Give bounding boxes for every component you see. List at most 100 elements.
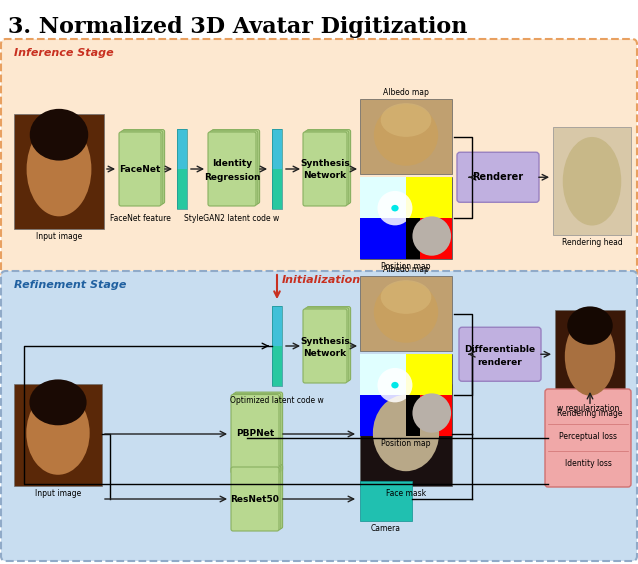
FancyBboxPatch shape (1, 271, 637, 561)
Text: FaceNet: FaceNet (119, 165, 161, 174)
Text: Regression: Regression (204, 173, 260, 182)
Text: Identity: Identity (212, 160, 252, 169)
Bar (272, 306, 282, 386)
Bar (360, 177, 406, 218)
FancyBboxPatch shape (121, 131, 163, 205)
Bar (14, 384, 102, 486)
Bar (272, 129, 282, 169)
FancyBboxPatch shape (235, 465, 283, 528)
FancyBboxPatch shape (208, 132, 256, 206)
Text: Identity loss: Identity loss (565, 459, 611, 468)
FancyBboxPatch shape (233, 466, 281, 530)
FancyBboxPatch shape (545, 389, 631, 487)
Bar (406, 395, 420, 436)
FancyBboxPatch shape (231, 467, 279, 531)
Text: Input image: Input image (35, 489, 81, 498)
Bar (360, 384, 452, 486)
FancyBboxPatch shape (122, 130, 165, 204)
FancyBboxPatch shape (119, 132, 161, 206)
FancyBboxPatch shape (210, 131, 258, 205)
Ellipse shape (391, 205, 399, 212)
FancyBboxPatch shape (233, 393, 281, 472)
Text: Synthesis: Synthesis (300, 337, 350, 346)
Bar (360, 99, 452, 174)
Bar (360, 177, 452, 259)
Text: Position map: Position map (382, 262, 431, 271)
Text: Camera: Camera (371, 524, 401, 533)
FancyBboxPatch shape (305, 131, 349, 205)
Text: 3. Normalized 3D Avatar Digitization: 3. Normalized 3D Avatar Digitization (8, 16, 468, 38)
Bar (272, 129, 282, 209)
Text: Rendering image: Rendering image (557, 409, 623, 418)
Ellipse shape (565, 317, 615, 396)
FancyBboxPatch shape (212, 130, 260, 204)
Bar (14, 114, 104, 229)
Ellipse shape (374, 281, 438, 343)
Text: Albedo map: Albedo map (383, 265, 429, 274)
Ellipse shape (381, 280, 431, 314)
Text: Perceptual loss: Perceptual loss (559, 431, 617, 440)
Ellipse shape (412, 393, 451, 433)
Text: Input image: Input image (36, 232, 82, 241)
Text: ResNet50: ResNet50 (230, 495, 279, 504)
Ellipse shape (378, 368, 412, 402)
Bar (360, 354, 452, 436)
Text: Rendering head: Rendering head (561, 238, 623, 247)
Ellipse shape (27, 122, 91, 217)
Bar (406, 395, 452, 436)
Text: renderer: renderer (478, 358, 523, 367)
Bar (272, 306, 282, 346)
FancyBboxPatch shape (1, 39, 637, 277)
Text: Inference Stage: Inference Stage (14, 48, 114, 58)
Text: PBPNet: PBPNet (236, 430, 274, 438)
FancyBboxPatch shape (457, 152, 539, 202)
Bar (406, 218, 452, 259)
Bar (555, 310, 625, 406)
Bar (360, 276, 452, 351)
Ellipse shape (374, 104, 438, 166)
FancyBboxPatch shape (303, 132, 347, 206)
Bar (360, 218, 406, 259)
Text: Face mask: Face mask (386, 489, 426, 498)
FancyBboxPatch shape (231, 394, 279, 474)
Ellipse shape (381, 103, 431, 137)
Text: Position map: Position map (382, 439, 431, 448)
Bar (360, 354, 406, 395)
Text: FaceNet feature: FaceNet feature (110, 214, 170, 223)
Text: Refinement Stage: Refinement Stage (14, 280, 126, 290)
FancyBboxPatch shape (307, 307, 351, 381)
Text: Synthesis: Synthesis (300, 160, 350, 169)
Text: Renderer: Renderer (472, 172, 524, 182)
FancyBboxPatch shape (307, 130, 351, 204)
Ellipse shape (567, 306, 612, 345)
FancyBboxPatch shape (235, 392, 283, 471)
Ellipse shape (391, 382, 399, 389)
Text: Optimized latent code w: Optimized latent code w (230, 396, 324, 405)
Ellipse shape (412, 217, 451, 255)
Ellipse shape (26, 391, 90, 475)
Ellipse shape (378, 191, 412, 226)
Bar (406, 177, 452, 218)
Bar (406, 218, 420, 259)
Bar (553, 127, 631, 235)
Bar (406, 354, 452, 395)
Text: Albedo map: Albedo map (383, 88, 429, 97)
Text: Network: Network (304, 171, 346, 180)
Bar (360, 481, 412, 521)
Text: Differentiable: Differentiable (464, 345, 535, 354)
Text: Network: Network (304, 349, 346, 358)
Bar (272, 346, 282, 386)
Bar (360, 395, 406, 436)
Text: Initialization: Initialization (282, 275, 361, 285)
Ellipse shape (30, 109, 88, 161)
Bar (272, 169, 282, 209)
Bar (177, 129, 187, 209)
Bar (177, 129, 187, 169)
Ellipse shape (563, 137, 621, 226)
Ellipse shape (29, 380, 87, 425)
FancyBboxPatch shape (459, 327, 541, 381)
Ellipse shape (373, 395, 439, 471)
FancyBboxPatch shape (303, 309, 347, 383)
Text: w regularization: w regularization (557, 404, 619, 413)
FancyBboxPatch shape (305, 308, 349, 382)
